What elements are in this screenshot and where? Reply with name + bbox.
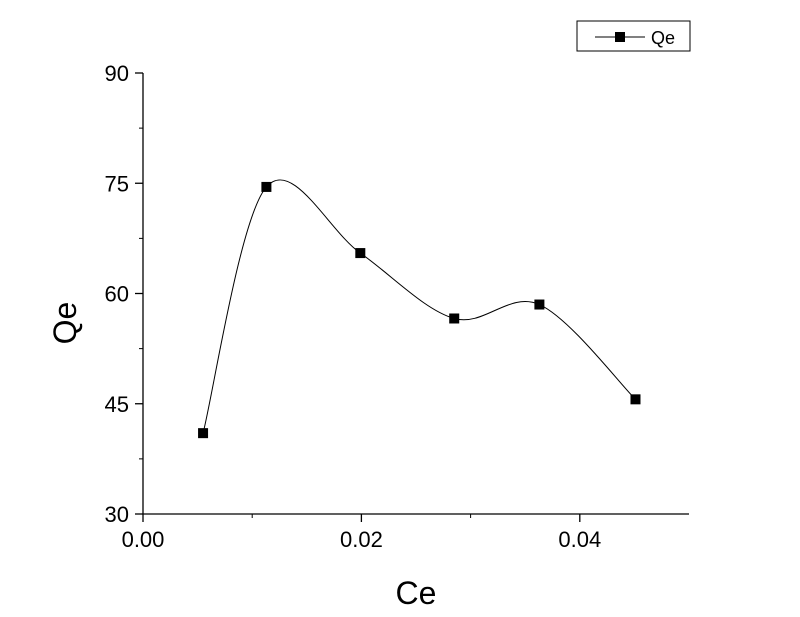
legend-marker bbox=[615, 32, 625, 42]
data-point bbox=[198, 428, 209, 439]
series-line-qe bbox=[202, 179, 636, 434]
plot-area: 30 45 60 75 90 0.00 0.02 0.04 bbox=[105, 61, 689, 552]
legend-box bbox=[576, 20, 691, 52]
data-point bbox=[449, 313, 460, 324]
y-tick-label: 60 bbox=[105, 282, 129, 307]
legend: Qe bbox=[576, 20, 691, 52]
data-point bbox=[534, 299, 545, 310]
x-axis-title: Ce bbox=[396, 575, 437, 611]
data-point bbox=[261, 181, 272, 192]
x-tick-label: 0.02 bbox=[340, 527, 383, 552]
legend-label: Qe bbox=[651, 28, 675, 48]
x-tick-label: 0.00 bbox=[122, 527, 165, 552]
y-tick-label: 30 bbox=[105, 502, 129, 527]
x-tick-label: 0.04 bbox=[558, 527, 601, 552]
y-tick-label: 75 bbox=[105, 171, 129, 196]
y-tick-label: 90 bbox=[105, 61, 129, 86]
y-tick-label: 45 bbox=[105, 392, 129, 417]
data-point bbox=[355, 248, 366, 259]
data-point bbox=[630, 394, 641, 405]
y-axis-title: Qe bbox=[47, 302, 83, 345]
